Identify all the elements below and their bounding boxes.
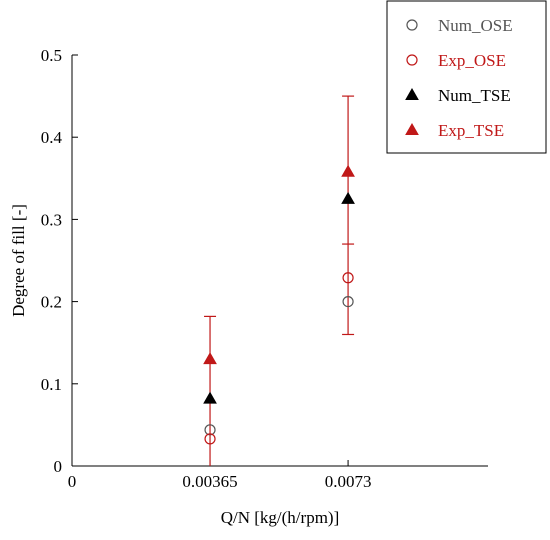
y-tick-label: 0.1 (41, 375, 62, 394)
y-tick-label: 0.5 (41, 46, 62, 65)
axes: 0 0.1 0.2 0.3 0.4 0.5 0 0.00365 0.0073 (41, 46, 488, 491)
error-bars (204, 95, 355, 466)
legend-label: Exp_OSE (438, 51, 506, 70)
x-tick-label: 0.0073 (325, 472, 372, 491)
y-axis-label: Degree of fill [-] (9, 204, 28, 317)
y-tick-label: 0 (54, 457, 63, 476)
legend: Num_OSE Exp_OSE Num_TSE Exp_TSE (386, 0, 547, 154)
exp-tse-point (341, 164, 355, 177)
legend-marker (406, 54, 418, 66)
y-tick-label: 0.4 (41, 128, 63, 147)
exp-ose-point (342, 272, 354, 284)
x-tick-label: 0.00365 (182, 472, 237, 491)
exp-ose-point (204, 433, 216, 445)
legend-marker (405, 87, 419, 100)
y-tick-label: 0.3 (41, 210, 62, 229)
y-tick-label: 0.2 (41, 293, 62, 312)
legend-marker (406, 19, 418, 31)
exp-tse-point (203, 352, 217, 365)
num-ose-point (204, 424, 216, 436)
num-tse-point (341, 191, 355, 204)
x-axis-label: Q/N [kg/(h/rpm)] (221, 508, 340, 527)
data-markers (203, 164, 355, 445)
x-tick-label: 0 (68, 472, 77, 491)
num-tse-point (203, 391, 217, 404)
legend-label: Exp_TSE (438, 121, 504, 140)
legend-label: Num_OSE (438, 16, 513, 35)
num-ose-point (342, 296, 354, 308)
legend-marker (405, 122, 419, 135)
legend-label: Num_TSE (438, 86, 511, 105)
